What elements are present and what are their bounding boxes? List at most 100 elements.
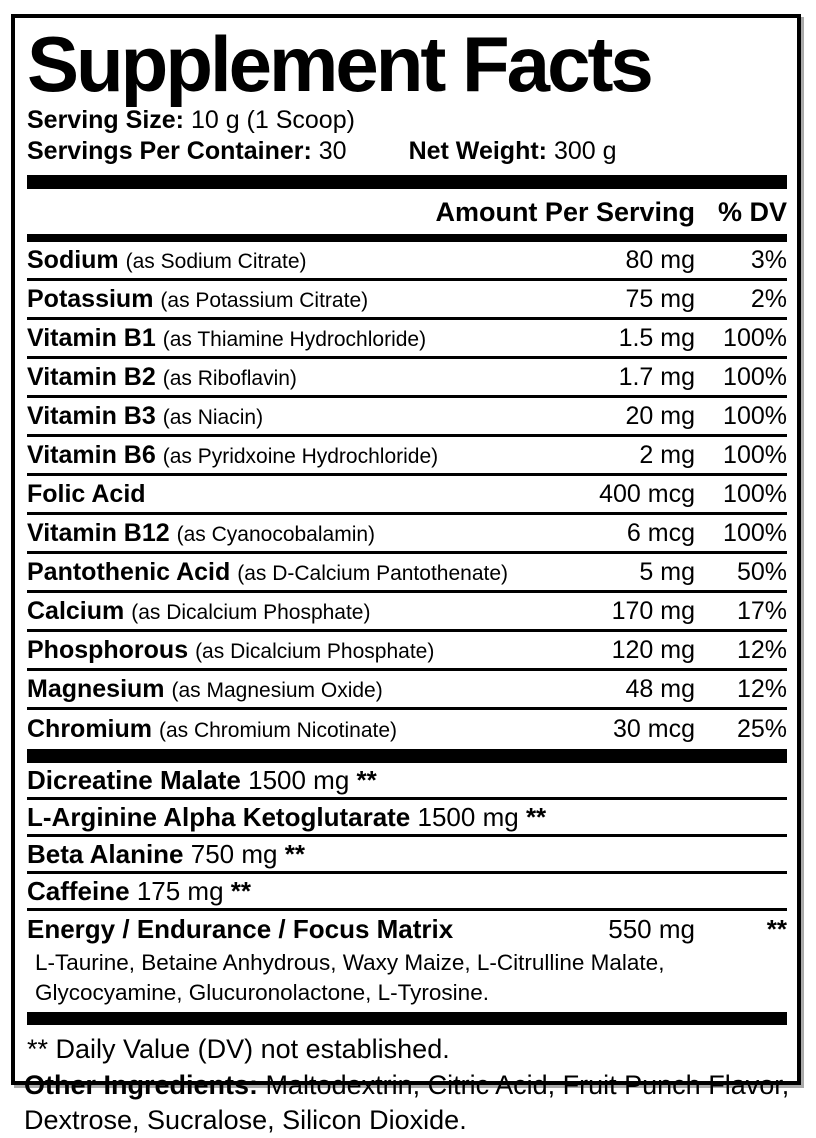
nutrient-source: (as Chromium Nicotinate) [158,719,398,743]
nutrient-dv: 50% [736,557,787,586]
nutrient-amount: 80 mg [625,245,695,274]
amount-per-serving-header: Amount Per Serving [435,197,695,228]
other-ingredients-label: Other Ingredients: [24,1070,259,1100]
nutrient-name-cell: Pantothenic Acid (as D-Calcium Pantothen… [27,558,639,587]
nutrient-source: (as Potassium Citrate) [160,288,369,312]
table-row: L-Arginine Alpha Ketoglutarate 1500 mg *… [27,800,787,838]
blend-rows: Dicreatine Malate 1500 mg ** L-Arginine … [27,763,787,1012]
nutrient-dv: 100% [723,323,787,352]
nutrient-name-cell: Magnesium (as Magnesium Oxide) [27,675,626,704]
blend-dv: ** [766,914,787,945]
servings-per-container: Servings Per Container: 30 [27,136,347,167]
nutrient-dv: 100% [723,479,787,508]
nutrient-name-cell: Vitamin B12 (as Cyanocobalamin) [27,519,627,548]
net-weight: Net Weight: 300 g [409,136,617,167]
nutrient-dv: 25% [736,715,787,744]
divider-bar-section [27,749,787,764]
nutrient-name: Vitamin B6 [27,440,156,469]
nutrient-name: Pantothenic Acid [27,557,231,586]
nutrient-amount: 1.7 mg [618,362,695,391]
supplement-facts-panel: Supplement Facts Serving Size: 10 g (1 S… [11,14,801,1086]
nutrient-name: Sodium [27,245,119,274]
nutrient-source: (as Dicalcium Phosphate) [131,600,371,624]
blend-amount: 550 mg [608,914,695,945]
nutrient-source: (as D-Calcium Pantothenate) [237,561,509,585]
blend-name: Beta Alanine [27,838,184,869]
blend-name: Dicreatine Malate [27,764,241,795]
nutrient-amount: 75 mg [625,284,695,313]
nutrient-name-cell: Potassium (as Potassium Citrate) [27,285,626,314]
nutrient-source: (as Riboflavin) [162,366,297,390]
blend-row-main: Energy / Endurance / Focus Matrix 550 mg… [27,911,787,948]
servings-per-container-label: Servings Per Container: [27,137,312,166]
table-row: Potassium (as Potassium Citrate) 75 mg 2… [27,281,787,321]
nutrient-name-cell: Vitamin B3 (as Niacin) [27,402,626,431]
nutrient-name: Phosphorous [27,635,189,664]
percent-dv-header: % DV [717,197,787,228]
table-row: Chromium (as Chromium Nicotinate) 30 mcg… [27,710,787,749]
blend-name-cell: Energy / Endurance / Focus Matrix [27,914,608,945]
nutrient-amount: 120 mg [611,635,695,664]
other-ingredients: Other Ingredients: Maltodextrin, Citric … [24,1068,794,1138]
nutrient-amount: 170 mg [611,596,695,625]
blend-row-main: L-Arginine Alpha Ketoglutarate 1500 mg *… [27,802,546,833]
table-row: Sodium (as Sodium Citrate) 80 mg 3% [27,242,787,282]
nutrient-amount: 48 mg [625,674,695,703]
nutrient-name: Potassium [27,284,154,313]
blend-dv: ** [230,875,252,906]
nutrient-name: Folic Acid [27,479,146,508]
blend-amount: 1500 mg [417,801,519,832]
nutrient-name-cell: Chromium (as Chromium Nicotinate) [27,715,613,744]
nutrient-dv: 17% [736,596,787,625]
nutrient-name: Vitamin B3 [27,401,156,430]
nutrient-name: Vitamin B1 [27,323,156,352]
table-row: Magnesium (as Magnesium Oxide) 48 mg 12% [27,671,787,711]
table-row: Vitamin B3 (as Niacin) 20 mg 100% [27,398,787,438]
nutrient-amount: 1.5 mg [618,323,695,352]
nutrient-name: Magnesium [27,674,165,703]
nutrient-dv: 100% [723,518,787,547]
column-header-row: Amount Per Serving % DV [27,189,787,234]
blend-name: Caffeine [27,875,130,906]
serving-size-label: Serving Size: [27,106,184,135]
nutrient-source: (as Magnesium Oxide) [171,678,383,702]
blend-dv: ** [525,801,547,832]
table-row: Vitamin B12 (as Cyanocobalamin) 6 mcg 10… [27,515,787,555]
nutrient-amount: 5 mg [639,557,695,586]
servings-per-container-value: 30 [318,137,347,166]
nutrient-name-cell: Folic Acid [27,480,599,509]
blend-dv: ** [284,838,305,869]
panel-title: Supplement Facts [27,20,654,108]
serving-size-value: 10 g (1 Scoop) [190,106,355,135]
table-row: Dicreatine Malate 1500 mg ** [27,763,787,801]
divider-bar-top [27,175,787,190]
nutrient-rows: Sodium (as Sodium Citrate) 80 mg 3% Pota… [27,242,787,749]
blend-name-cell: Beta Alanine [27,839,184,869]
nutrient-name: Vitamin B2 [27,362,156,391]
nutrient-name: Calcium [27,596,125,625]
table-row: Calcium (as Dicalcium Phosphate) 170 mg … [27,593,787,633]
table-row: Folic Acid 400 mcg 100% [27,476,787,516]
nutrient-name-cell: Vitamin B2 (as Riboflavin) [27,363,619,392]
nutrient-name-cell: Vitamin B6 (as Pyridxoine Hydrochloride) [27,441,639,470]
nutrient-source: (as Sodium Citrate) [125,249,307,273]
blend-amount: 750 mg [190,838,278,869]
nutrient-name: Chromium [27,715,152,744]
blend-amount: 1500 mg [248,764,350,795]
blend-name-cell: Dicreatine Malate [27,765,241,795]
dv-footnote: ** Daily Value (DV) not established. [27,1034,450,1065]
blend-sub-ingredients: L-Taurine, Betaine Anhydrous, Waxy Maize… [35,950,665,1006]
nutrient-dv: 12% [736,674,787,703]
nutrient-source: (as Pyridxoine Hydrochloride) [162,444,439,468]
nutrient-dv: 100% [723,362,787,391]
serving-size-line: Serving Size: 10 g (1 Scoop) [27,105,787,136]
nutrient-dv: 100% [723,401,787,430]
blend-name-cell: L-Arginine Alpha Ketoglutarate [27,802,410,832]
nutrient-source: (as Cyanocobalamin) [176,522,376,546]
servings-per-container-line: Servings Per Container: 30 Net Weight: 3… [27,136,787,167]
table-row: Pantothenic Acid (as D-Calcium Pantothen… [27,554,787,594]
net-weight-label: Net Weight: [408,137,547,166]
divider-bar-header [27,234,787,243]
blend-amount: 175 mg [136,875,224,906]
nutrient-source: (as Thiamine Hydrochloride) [162,327,427,351]
